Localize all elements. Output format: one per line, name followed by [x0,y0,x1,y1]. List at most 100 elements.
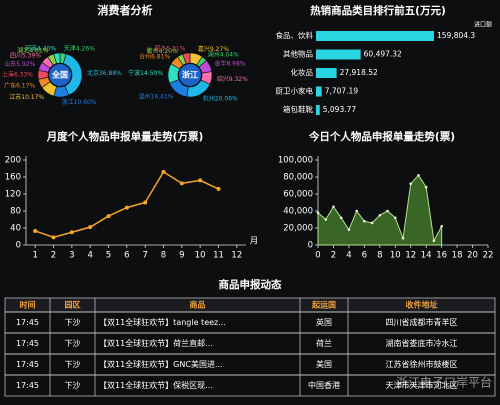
table-cell: 下沙 [65,360,81,369]
slice-value: 16.41% [151,93,174,100]
bar-value-label: 159,804.3 [437,31,475,40]
bar-category: 食品、饮料 [276,30,314,40]
slice-label: 上海6.33% [2,70,33,78]
pie-center-label: 浙江 [182,70,198,80]
table-title: 商品申报动态 [219,278,282,291]
x-tick-label: 3 [69,251,74,261]
slice-name: 天津 [64,45,76,52]
slice-label: 丽水5.31% [154,44,185,52]
slice-name: 北京 [87,69,99,77]
slice-name: 浙江 [62,97,74,105]
slice-name: 嘉兴 [198,45,210,53]
y-tick-label: 160 [5,173,21,183]
slice-label: 湖州4.04% [208,50,239,58]
slice-label: 金华8.98% [214,59,245,67]
point [124,205,129,210]
point [401,236,405,240]
table-row [4,374,496,397]
x-tick-label: 6 [124,251,129,261]
chart-title: 热销商品类目排行前五(万元) [310,4,446,17]
chart-title: 月度个人物品申报单量走势(万票) [46,130,204,143]
slice-label: 绍兴9.32% [217,74,248,82]
point [432,239,436,243]
x-tick-label: 0 [315,251,320,261]
table-cell: 四川省成都市青羊区 [386,317,458,327]
y-tick-label: 120 [5,190,21,200]
slice-label: 宁波14.50% [128,69,163,77]
bar-category: 箱包鞋靴 [283,104,313,114]
slice-value: 4.20% [159,47,178,54]
point [424,185,428,189]
point [316,211,320,214]
x-tick-label: 20 [467,251,478,261]
point [370,221,374,225]
point [51,235,56,240]
table-cell: 江苏省徐州市鼓楼区 [386,359,458,369]
x-tick-label: 2 [51,251,56,261]
slice-name: 丽水 [154,44,166,52]
x-tick-label: 12 [231,251,242,261]
slice-label: 湖北4.61% [17,46,48,54]
point [143,200,148,205]
slice-name: 台州 [139,52,151,60]
section-title: 消费者分析 [98,3,153,17]
point [347,228,351,231]
slice-value: 9.27% [210,46,229,53]
pie-center-label: 全国 [51,70,68,80]
slice-value: 36.88% [99,70,122,77]
table-header: 时间 [20,300,36,310]
x-tick-label: 4 [87,251,92,261]
x-tick-label: 8 [377,251,382,261]
table-cell: 17:45 [16,381,39,390]
bar-category: 化妆品 [291,67,314,77]
area [317,174,443,246]
x-tick-label: 16 [436,251,447,261]
slice-name: 衢州 [147,46,159,54]
table-cell: 【双11全球狂欢节】tangle teez... [99,317,226,327]
x-tick-label: 4 [346,251,351,261]
slice-label: 浙江10.60% [62,97,97,105]
chart-title: 今日个人物品申报单量走势(票) [308,130,455,143]
slice-name: 宁波 [128,69,140,77]
slice-value: 9.32% [229,75,248,82]
x-tick-label: 10 [390,251,401,261]
table-header: 园区 [65,301,81,310]
slice-value: 4.40% [37,45,56,52]
table-cell: 荷兰 [316,338,332,348]
point [409,182,413,186]
y-tick-label: 100,000 [278,156,313,166]
series-label: 进口额 [474,21,492,29]
point [378,213,382,217]
x-tick-label: 14 [421,251,432,261]
bar-value-label: 5,093.77 [323,105,357,114]
slice-name: 金华 [214,59,226,67]
slice-value: 14.50% [140,70,163,77]
y-tick-label: 200 [5,156,21,166]
slice-label: 天津4.26% [64,45,95,52]
slice-label: 山东5.92% [4,60,35,68]
x-tick-label: 5 [106,251,111,261]
slice-value: 6.17% [16,82,35,89]
bar-category: 其他物品 [283,49,313,59]
table-cell: 【双11全球狂欢节】荷兰直邮... [99,338,213,348]
x-tick-label: 7 [142,251,147,261]
pie-center [49,64,71,86]
slice-label: 河南4.40% [25,44,56,52]
x-tick-label: 12 [405,251,416,261]
point [363,219,366,223]
bar-value-label: 7,707.19 [325,87,359,96]
table-header: 起运国 [311,300,336,310]
point [106,214,111,219]
point [33,228,38,233]
x-unit: 月 [250,237,259,247]
x-tick-label: 1 [32,251,37,261]
bar-value-label: 27,918.52 [340,68,378,77]
bar [316,49,361,60]
slice-value: 20.06% [215,95,238,102]
x-tick-label: 2 [331,251,336,261]
x-tick-label: 22 [483,251,494,261]
table-cell: 中国香港 [308,380,340,390]
slice-value: 10.60% [74,98,97,105]
point [417,174,420,177]
